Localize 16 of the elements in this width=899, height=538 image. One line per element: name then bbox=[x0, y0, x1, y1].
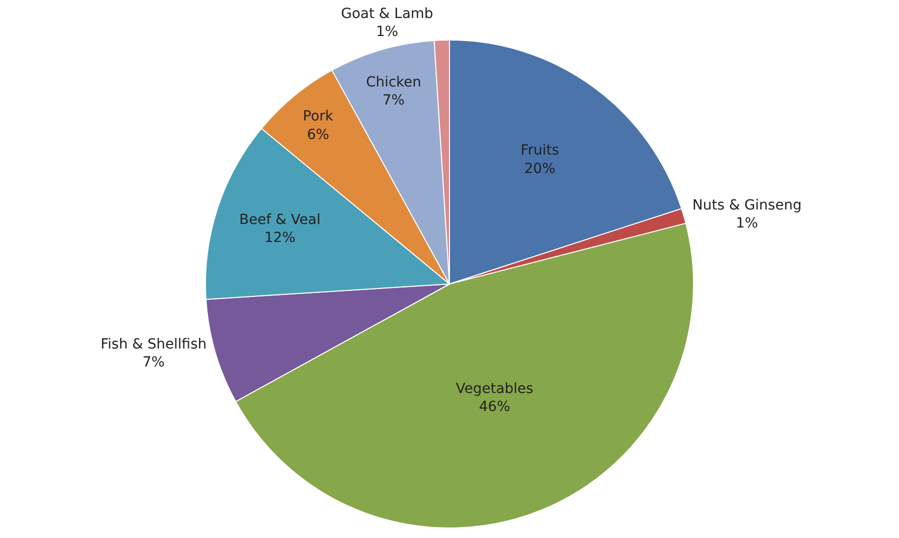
data-label: 1% bbox=[736, 216, 758, 232]
slice-label: Nuts & Ginseng bbox=[692, 197, 802, 214]
slice-label: Pork bbox=[302, 108, 334, 125]
data-label: 46% bbox=[479, 398, 510, 415]
data-label: 1% bbox=[376, 24, 398, 40]
slice-label: Vegetables bbox=[456, 380, 534, 397]
data-label: 6% bbox=[306, 126, 330, 143]
data-label: 12% bbox=[264, 230, 296, 246]
slice-label: Beef & Veal bbox=[239, 212, 320, 228]
slice-label: Fruits bbox=[520, 142, 559, 159]
slice-label: Chicken bbox=[366, 74, 422, 91]
data-label: 7% bbox=[142, 354, 165, 371]
slice-label: Goat & Lamb bbox=[340, 6, 434, 22]
slice-label: Fish & Shellfish bbox=[100, 336, 207, 352]
data-label: 7% bbox=[382, 92, 405, 109]
data-label: 20% bbox=[524, 160, 556, 177]
